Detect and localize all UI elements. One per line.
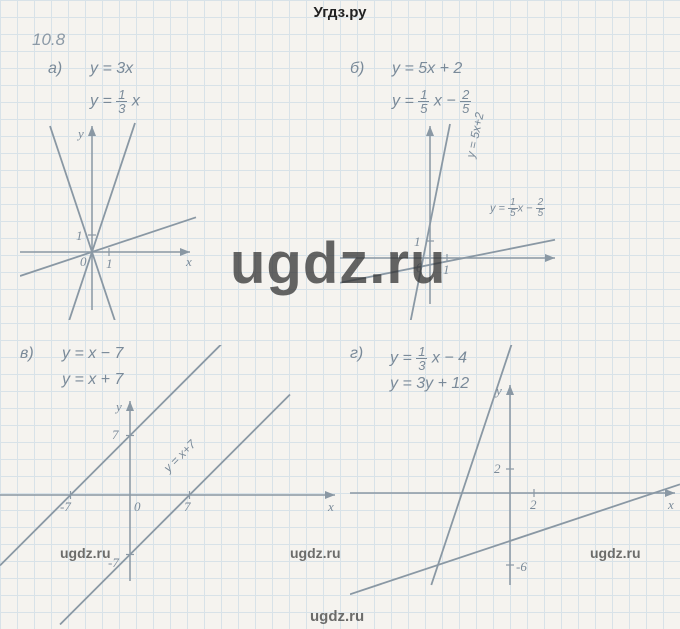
line-label-shallow-b: y = 15x − 25: [490, 198, 545, 219]
x-axis-label: x: [185, 254, 192, 269]
xn7-c: -7: [60, 499, 71, 514]
y-arrow-c: [126, 401, 134, 411]
y-label-c: y: [114, 399, 122, 414]
llb-f2: 25: [536, 198, 546, 219]
frac-2-5: 25: [460, 88, 471, 115]
site-header: Угдз.ру: [0, 4, 680, 21]
eq2-prefix: y =: [90, 93, 116, 110]
llb-f1: 15: [508, 198, 518, 219]
yp7-c: 7: [112, 427, 119, 442]
panel-c-label: в): [20, 345, 34, 363]
frac-1-3: 13: [116, 88, 127, 115]
y2-d: 2: [494, 461, 501, 476]
x-tick-1-label: 1: [106, 256, 113, 271]
y-tick-1-label: 1: [76, 228, 83, 243]
y-label-d: y: [494, 383, 502, 398]
eq2-suffix: x: [127, 93, 139, 110]
watermark-small-3: ugdz.ru: [590, 545, 641, 561]
panel-c: в) y = x − 7 y = x + 7 y = x+7 x y 0 -7 …: [0, 345, 345, 625]
xp7-c: 7: [184, 499, 191, 514]
x-arrow-b: [545, 254, 555, 262]
panel-d-eq1: y = 13 x − 4: [390, 345, 467, 372]
watermark-big: ugdz.ru: [230, 230, 446, 297]
llb-pre: y =: [490, 202, 508, 214]
eq2b-prefix: y =: [392, 93, 418, 110]
panel-d-eq2: y = 3y + 12: [390, 375, 469, 393]
line-c-1: [60, 395, 290, 625]
panel-d: г) y = 13 x − 4 y = 3y + 12 x y 2 2 -6: [350, 345, 680, 625]
y-arrow-d: [506, 385, 514, 395]
panel-c-chart: x y 0 -7 7 7 -7: [0, 345, 345, 625]
x-arrow-d: [665, 489, 675, 497]
eq2b-mid: x −: [429, 93, 460, 110]
y-axis-label: y: [76, 126, 84, 141]
panel-b-eq1: y = 5x + 2: [392, 60, 462, 78]
x-label-c: x: [327, 499, 334, 514]
yn6-d: -6: [516, 559, 527, 574]
problem-number: 10.8: [32, 30, 65, 50]
y-axis-arrow: [88, 126, 96, 136]
panel-c-eq1: y = x − 7: [62, 345, 123, 363]
panel-c-eq2: y = x + 7: [62, 371, 123, 389]
panel-b-label: б): [350, 60, 364, 78]
y-arrow-b: [426, 126, 434, 136]
panel-a-eq2: y = 13 x: [90, 88, 140, 115]
x-arrow-c: [325, 491, 335, 499]
eq1d-pre: y =: [390, 350, 416, 367]
llb-mid: x −: [518, 202, 536, 214]
frac-1-3-d: 13: [416, 345, 427, 372]
origin-label: 0: [80, 254, 87, 269]
line-shallow-d: [350, 484, 680, 594]
panel-a-eq1: y = 3x: [90, 60, 133, 78]
watermark-bottom: ugdz.ru: [310, 608, 364, 625]
panel-a-label: а): [48, 60, 62, 78]
panel-d-label: г): [350, 345, 363, 363]
panel-b-eq2: y = 15 x − 25: [392, 88, 471, 115]
eq1d-suf: x − 4: [427, 350, 467, 367]
watermark-small-1: ugdz.ru: [60, 545, 111, 561]
frac-1-5: 15: [418, 88, 429, 115]
origin-c: 0: [134, 499, 141, 514]
x-label-d: x: [667, 497, 674, 512]
x2-d: 2: [530, 497, 537, 512]
watermark-small-2: ugdz.ru: [290, 545, 341, 561]
